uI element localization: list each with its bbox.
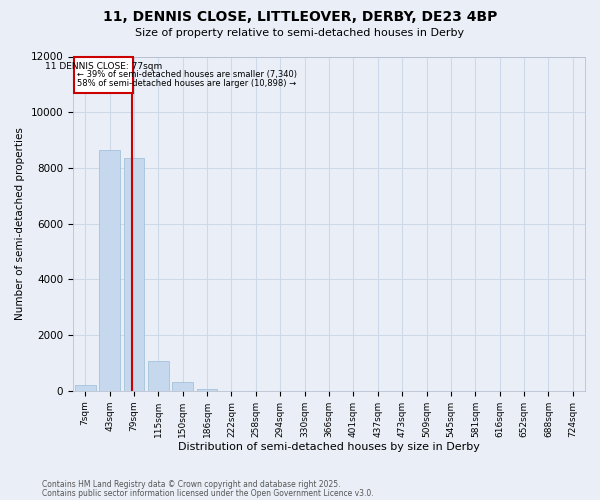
Bar xyxy=(148,361,169,391)
Text: ← 39% of semi-detached houses are smaller (7,340): ← 39% of semi-detached houses are smalle… xyxy=(77,70,296,80)
Text: 11 DENNIS CLOSE: 77sqm: 11 DENNIS CLOSE: 77sqm xyxy=(45,62,163,71)
Text: Contains public sector information licensed under the Open Government Licence v3: Contains public sector information licen… xyxy=(42,490,374,498)
Bar xyxy=(124,158,145,391)
X-axis label: Distribution of semi-detached houses by size in Derby: Distribution of semi-detached houses by … xyxy=(178,442,480,452)
Bar xyxy=(197,388,217,391)
Text: 58% of semi-detached houses are larger (10,898) →: 58% of semi-detached houses are larger (… xyxy=(77,79,296,88)
FancyBboxPatch shape xyxy=(74,56,133,92)
Text: Size of property relative to semi-detached houses in Derby: Size of property relative to semi-detach… xyxy=(136,28,464,38)
Bar xyxy=(99,150,120,391)
Y-axis label: Number of semi-detached properties: Number of semi-detached properties xyxy=(15,127,25,320)
Bar xyxy=(172,382,193,391)
Bar xyxy=(75,384,95,391)
Text: 11, DENNIS CLOSE, LITTLEOVER, DERBY, DE23 4BP: 11, DENNIS CLOSE, LITTLEOVER, DERBY, DE2… xyxy=(103,10,497,24)
Text: Contains HM Land Registry data © Crown copyright and database right 2025.: Contains HM Land Registry data © Crown c… xyxy=(42,480,341,489)
